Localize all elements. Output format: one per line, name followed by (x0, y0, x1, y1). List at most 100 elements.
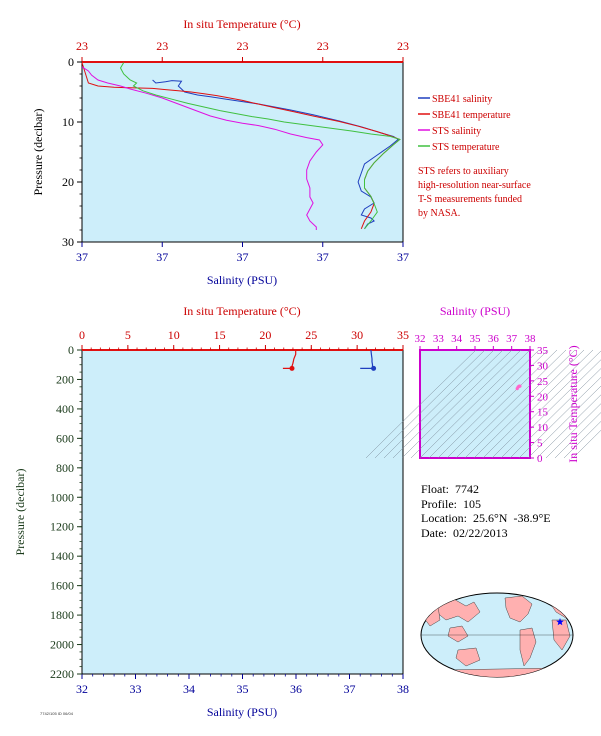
ts-density-contour (572, 429, 601, 459)
bottom-pressure-tick-label: 2200 (50, 667, 74, 681)
top-temp-axis-label: In situ Temperature (°C) (183, 17, 300, 31)
ts-density-contour (536, 394, 601, 459)
bottom-plot-area (81, 349, 404, 675)
ts-density-contour (446, 349, 558, 459)
bottom-series-group (282, 349, 377, 371)
float-info: Float: 7742 Profile: 105 Location: 25.6°… (421, 482, 551, 540)
date-label: Date: (421, 525, 447, 540)
sts-note-line-3: T-S measurements funded (418, 194, 522, 205)
ts-salinity-tick-label: 37 (506, 333, 518, 345)
float-position-star-icon (556, 618, 564, 626)
top-salinity-tick-label: 37 (156, 250, 168, 264)
ts-density-contour (527, 385, 601, 459)
footer-text: 7742/105 ID 06/04 (40, 711, 73, 716)
sts-note-line-4: by NASA. (418, 208, 460, 219)
bottom-pressure-tick-label: 600 (56, 431, 74, 445)
ts-points-group (515, 384, 522, 391)
ts-density-contour (500, 359, 601, 459)
top-plot-area (81, 61, 404, 243)
top-ticks-group: 23 37 23 37 23 37 23 37 23 37 0 10 20 30 (62, 39, 409, 264)
ts-temp-tick-label: 35 (537, 345, 549, 357)
bottom-pressure-tick-label: 1000 (50, 490, 74, 504)
bottom-temp-tick-label: 30 (351, 328, 363, 342)
legend-label-sts-salinity: STS salinity (432, 126, 481, 137)
ts-temp-axis-label: In situ Temperature (°C) (566, 345, 580, 462)
bottom-salinity-tick-label: 36 (290, 682, 302, 696)
ts-salinity-tick-label: 32 (415, 333, 426, 345)
map-landmass-south-america (519, 627, 537, 667)
bottom-salinity-tick-label: 37 (344, 682, 356, 696)
top-temp-tick-label: 23 (317, 39, 329, 53)
sts-note-line-2: high-resolution near-surface (418, 180, 531, 191)
top-pressure-tick-label: 0 (68, 55, 74, 69)
ts-density-contour (383, 349, 495, 459)
bottom-ticks-group: 0 5 10 15 20 25 30 35 32 33 34 35 36 37 38 0 200 400 600 80… (50, 328, 409, 696)
bottom-temp-tick-label: 0 (79, 328, 85, 342)
bottom-chart: 0 5 10 15 20 25 30 35 32 33 34 35 36 37 38 0 200 400 600 80… (13, 304, 409, 719)
ts-density-contour (464, 349, 576, 459)
legend-label-sts-temperature: STS temperature (432, 142, 500, 153)
top-salinity-tick-label: 37 (237, 250, 249, 264)
profile-value: 105 (463, 496, 481, 511)
top-temp-tick-label: 23 (397, 39, 409, 53)
ts-density-contour (419, 349, 531, 459)
ts-salinity-tick-label: 36 (488, 333, 500, 345)
sts-note: STS refers to auxiliary high-resolution … (418, 166, 531, 219)
ts-density-contour (428, 349, 540, 459)
top-pressure-tick-label: 10 (62, 115, 74, 129)
bottom-pressure-axis-label: Pressure (decibar) (13, 469, 27, 556)
legend-label-sbe41-salinity: SBE41 salinity (432, 94, 492, 105)
ts-temp-tick-label: 30 (537, 360, 549, 372)
bottom-pressure-tick-label: 1200 (50, 520, 74, 534)
ts-salinity-axis-label: Salinity (PSU) (440, 304, 510, 318)
bottom-temp-tick-label: 20 (259, 328, 271, 342)
profile-row: Profile: 105 (421, 497, 551, 512)
top-pressure-axis-label: Pressure (decibar) (31, 109, 45, 196)
bottom-pressure-tick-label: 0 (68, 343, 74, 357)
ts-salinity-tick-label: 35 (470, 333, 482, 345)
ts-density-contour (563, 420, 601, 459)
ts-density-contour (473, 349, 585, 459)
ts-temp-tick-label: 5 (537, 438, 543, 450)
map-landmass-se-asia (447, 625, 469, 643)
top-temp-tick-label: 23 (156, 39, 168, 53)
bottom-temp-tick-label: 10 (168, 328, 180, 342)
ts-salinity-tick-label: 38 (525, 333, 537, 345)
bottom-salinity-tick-label: 38 (397, 682, 409, 696)
sts-note-line-1: STS refers to auxiliary (418, 166, 509, 177)
ts-density-contour (491, 350, 601, 459)
ts-density-contour (401, 349, 513, 459)
ts-temp-tick-label: 0 (537, 453, 543, 465)
map-landmass-antarctica (439, 667, 561, 677)
bottom-salinity-tick-label: 32 (76, 682, 88, 696)
bottom-pressure-tick-label: 200 (56, 372, 74, 386)
ts-temp-tick-label: 15 (537, 407, 549, 419)
bottom-temp-tick-label: 35 (397, 328, 409, 342)
ts-salinity-tick-label: 33 (433, 333, 445, 345)
bottom-salinity-tick-label: 35 (237, 682, 249, 696)
ts-temp-tick-label: 25 (537, 376, 549, 388)
top-salinity-tick-label: 37 (76, 250, 88, 264)
ts-density-contour (374, 349, 486, 459)
bottom-temp-tick-label: 15 (214, 328, 226, 342)
top-pressure-tick-label: 20 (62, 175, 74, 189)
bottom-pressure-tick-label: 1600 (50, 579, 74, 593)
ts-temp-tick-label: 20 (537, 391, 549, 403)
ts-density-contour (392, 349, 504, 459)
ts-point (518, 384, 522, 388)
ts-density-contour (482, 349, 594, 459)
legend-label-sbe41-temperature: SBE41 temperature (432, 110, 511, 121)
ts-ticks-group: 32 33 34 35 36 37 38 0 5 10 15 20 25 30 35 (415, 333, 549, 465)
world-map (420, 592, 574, 678)
top-temp-tick-label: 23 (76, 39, 88, 53)
ts-density-contour (455, 349, 567, 459)
ts-density-contour (518, 376, 601, 459)
float-row: Float: 7742 (421, 482, 551, 497)
ts-density-contours (365, 349, 601, 459)
top-temp-tick-label: 23 (237, 39, 249, 53)
date-row: Date: 02/22/2013 (421, 526, 551, 541)
float-value: 7742 (455, 482, 480, 496)
bottom-pressure-tick-label: 800 (56, 461, 74, 475)
profile-label: Profile: (421, 496, 457, 511)
